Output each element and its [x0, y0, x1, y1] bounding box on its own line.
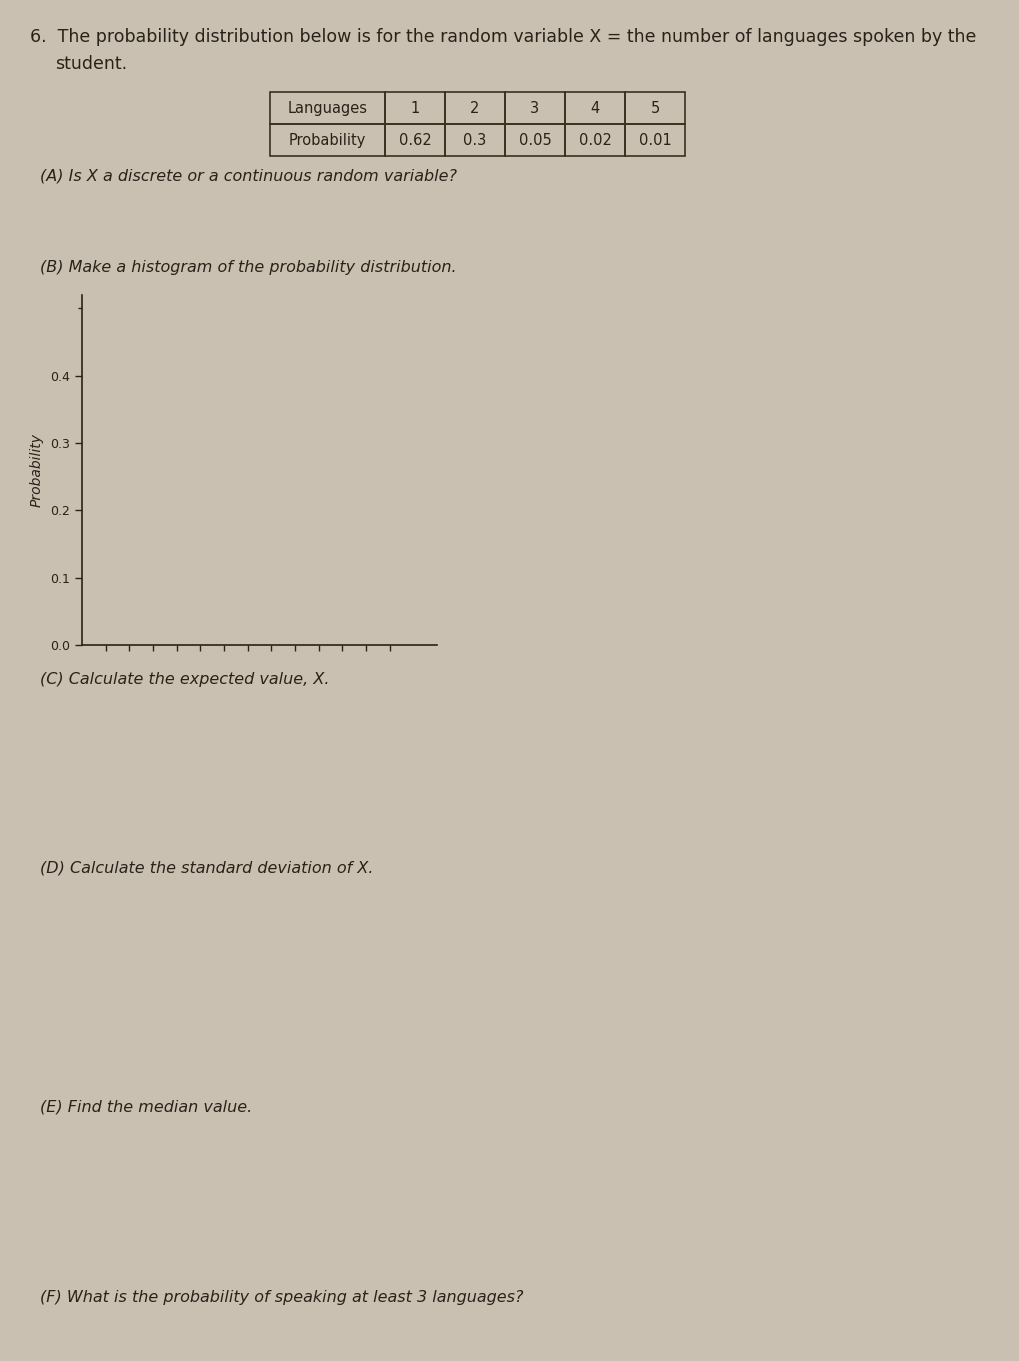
Text: (A) Is X a discrete or a continuous random variable?: (A) Is X a discrete or a continuous rand… [40, 167, 457, 182]
Bar [385, 93, 445, 124]
Text: 4: 4 [590, 101, 599, 116]
Text: 5: 5 [650, 101, 659, 116]
Text: (D) Calculate the standard deviation of X.: (D) Calculate the standard deviation of … [40, 860, 374, 875]
Text: 1: 1 [411, 101, 420, 116]
Text: 0.3: 0.3 [464, 132, 487, 147]
Text: Languages: Languages [287, 101, 368, 116]
Bar [270, 124, 385, 157]
Text: (E) Find the median value.: (E) Find the median value. [40, 1100, 253, 1115]
Bar [505, 93, 565, 124]
Text: 0.01: 0.01 [639, 132, 672, 147]
Text: 3: 3 [531, 101, 540, 116]
Text: 0.05: 0.05 [519, 132, 551, 147]
Text: (F) What is the probability of speaking at least 3 languages?: (F) What is the probability of speaking … [40, 1290, 524, 1305]
Text: 0.02: 0.02 [579, 132, 611, 147]
Text: (C) Calculate the expected value, X.: (C) Calculate the expected value, X. [40, 672, 329, 687]
Text: 0.62: 0.62 [398, 132, 431, 147]
Bar [625, 124, 685, 157]
Y-axis label: Probability: Probability [30, 433, 43, 508]
Bar [445, 124, 505, 157]
Bar [625, 93, 685, 124]
Bar [505, 124, 565, 157]
Text: 2: 2 [471, 101, 480, 116]
Text: Probability: Probability [288, 132, 366, 147]
Bar [385, 124, 445, 157]
Bar [270, 93, 385, 124]
Text: (B) Make a histogram of the probability distribution.: (B) Make a histogram of the probability … [40, 260, 457, 275]
Bar [565, 93, 625, 124]
Text: 6.  The probability distribution below is for the random variable X = the number: 6. The probability distribution below is… [30, 29, 976, 46]
Bar [565, 124, 625, 157]
Bar [445, 93, 505, 124]
Text: student.: student. [55, 54, 127, 73]
